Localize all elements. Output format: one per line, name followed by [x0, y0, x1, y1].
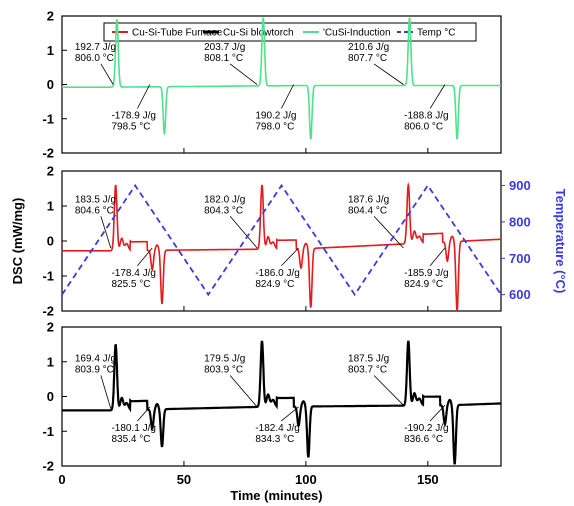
annotation-label: 806.0 °C — [75, 53, 114, 64]
y-axis-title: DSC (mW/mg) — [10, 198, 25, 285]
legend-label: Temp °C — [417, 28, 455, 39]
annotation-label: 798.5 °C — [111, 121, 150, 132]
annotation-leader — [137, 84, 151, 109]
x-tick-label: 100 — [295, 472, 317, 487]
annotation-label: 835.4 °C — [111, 434, 150, 445]
y-tick-label: 0 — [47, 234, 54, 249]
annotation-leader — [229, 63, 258, 85]
y-tick-label: -2 — [42, 304, 54, 319]
annotation-label: 210.6 J/g — [348, 42, 389, 53]
annotation-label: -185.9 J/g — [404, 268, 448, 279]
annotation-label: 824.9 °C — [255, 279, 294, 290]
y2-tick-label: 600 — [509, 287, 531, 302]
dsc-curve-tube_furnace — [62, 181, 501, 312]
x-tick-label: 150 — [417, 472, 439, 487]
annotation-label: 804.3 °C — [204, 205, 243, 216]
annotation-label: 182.0 J/g — [204, 194, 245, 205]
annotation-leader — [373, 215, 404, 249]
annotation-label: 808.1 °C — [204, 53, 243, 64]
annotation-leader — [100, 216, 112, 249]
annotation-label: 804.4 °C — [348, 205, 387, 216]
annotation-label: -182.4 J/g — [255, 423, 299, 434]
y2-axis-title: Temperature (°C) — [553, 189, 568, 294]
annotation-label: 807.7 °C — [348, 53, 387, 64]
annotation-label: 169.4 J/g — [75, 353, 116, 364]
annotation-label: 803.9 °C — [75, 364, 114, 375]
y-tick-label: 1 — [47, 354, 54, 369]
annotation-label: 192.7 J/g — [75, 42, 116, 53]
annotation-label: 824.9 °C — [404, 279, 443, 290]
annotation-label: 804.6 °C — [75, 205, 114, 216]
annotation-leader — [373, 63, 404, 85]
y2-tick-label: 700 — [509, 251, 531, 266]
annotation-leader — [373, 375, 404, 406]
y2-tick-label: 900 — [509, 178, 531, 193]
y-tick-label: 2 — [47, 164, 54, 179]
y-tick-label: 1 — [47, 199, 54, 214]
annotation-leader — [100, 375, 112, 409]
annotation-leader — [229, 375, 258, 408]
annotation-leader — [137, 406, 151, 422]
dsc-curve-induction — [62, 17, 501, 140]
x-axis-title: Time (minutes) — [230, 488, 322, 503]
annotation-label: 806.0 °C — [404, 121, 443, 132]
annotation-label: -186.0 J/g — [255, 268, 299, 279]
annotation-label: -178.9 J/g — [111, 110, 155, 121]
annotation-leader — [229, 215, 258, 249]
annotation-leader — [137, 247, 153, 267]
legend: Cu-Si-Tube Furnace Cu-Si blowtorch 'CuSi-I… — [103, 22, 477, 42]
annotation-label: 825.5 °C — [111, 279, 150, 290]
y-tick-label: 0 — [47, 389, 54, 404]
annotation-label: 834.3 °C — [255, 434, 294, 445]
y-tick-label: 2 — [47, 320, 54, 335]
y-tick-label: 0 — [47, 77, 54, 92]
annotation-label: 190.2 J/g — [255, 110, 296, 121]
y-tick-label: -2 — [42, 146, 54, 161]
dsc-curve-blowtorch — [62, 340, 501, 465]
x-tick-label: 50 — [177, 472, 191, 487]
annotation-label: 836.6 °C — [404, 434, 443, 445]
x-tick-label: 0 — [58, 472, 65, 487]
y2-tick-label: 800 — [509, 214, 531, 229]
y-tick-label: -1 — [42, 424, 54, 439]
y-tick-label: 2 — [47, 9, 54, 24]
annotation-label: -188.8 J/g — [404, 110, 448, 121]
annotation-label: 179.5 J/g — [204, 353, 245, 364]
annotation-leader — [281, 406, 299, 422]
annotation-label: 187.6 J/g — [348, 194, 389, 205]
annotation-label: 803.7 °C — [348, 364, 387, 375]
legend-label: Cu-Si-Tube Furnace — [132, 28, 223, 39]
annotation-label: 203.7 J/g — [204, 42, 245, 53]
annotation-leader — [281, 247, 299, 267]
annotation-leader — [280, 84, 295, 109]
annotation-label: -180.1 J/g — [111, 423, 155, 434]
annotation-leader — [429, 84, 446, 109]
annotation-label: 803.9 °C — [204, 364, 243, 375]
y-tick-label: -1 — [42, 269, 54, 284]
legend-label: Cu-Si blowtorch — [223, 28, 294, 39]
legend-box — [103, 22, 477, 42]
annotation-label: -178.4 J/g — [111, 268, 155, 279]
annotation-leader — [429, 404, 446, 422]
y-tick-label: -2 — [42, 459, 54, 474]
annotation-label: 798.0 °C — [255, 121, 294, 132]
y-tick-label: -1 — [42, 111, 54, 126]
annotation-label: -190.2 J/g — [404, 423, 448, 434]
y-tick-label: 1 — [47, 43, 54, 58]
annotation-leader — [100, 63, 114, 85]
legend-label: 'CuSi-Induction — [323, 28, 391, 39]
temperature-line — [61, 183, 502, 297]
annotation-label: 187.5 J/g — [348, 353, 389, 364]
annotation-label: 183.5 J/g — [75, 194, 116, 205]
annotation-leader — [429, 247, 446, 267]
